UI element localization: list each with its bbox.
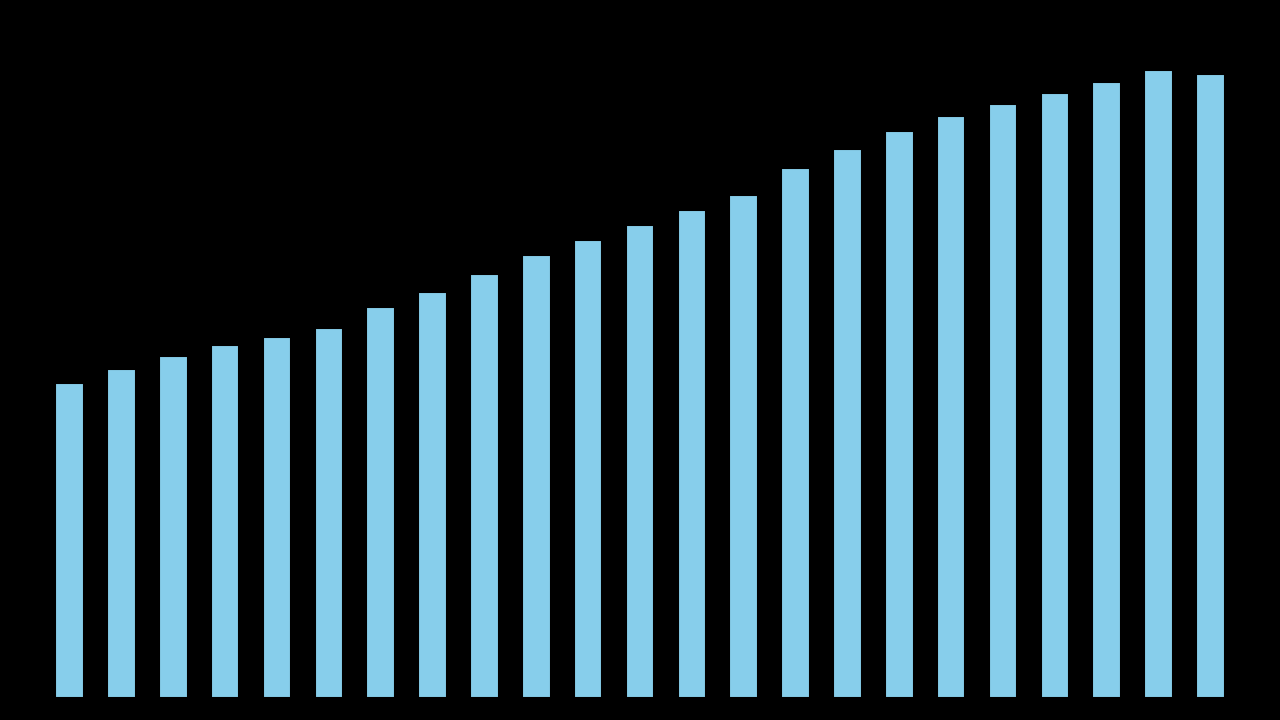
Bar: [315, 328, 343, 698]
Bar: [262, 338, 292, 698]
Bar: [419, 292, 447, 698]
Bar: [677, 210, 707, 698]
Bar: [470, 274, 499, 698]
Bar: [55, 382, 83, 698]
Bar: [522, 255, 550, 698]
Bar: [781, 168, 810, 698]
Bar: [1093, 82, 1121, 698]
Bar: [937, 116, 965, 698]
Bar: [1197, 74, 1225, 698]
Bar: [626, 225, 654, 698]
Bar: [211, 345, 239, 698]
Bar: [1144, 71, 1172, 698]
Bar: [366, 307, 396, 698]
Bar: [833, 150, 861, 698]
Bar: [159, 356, 187, 698]
Bar: [730, 194, 758, 698]
Bar: [988, 104, 1018, 698]
Bar: [108, 369, 136, 698]
Bar: [1041, 93, 1069, 698]
Bar: [573, 240, 603, 698]
Bar: [884, 130, 914, 698]
